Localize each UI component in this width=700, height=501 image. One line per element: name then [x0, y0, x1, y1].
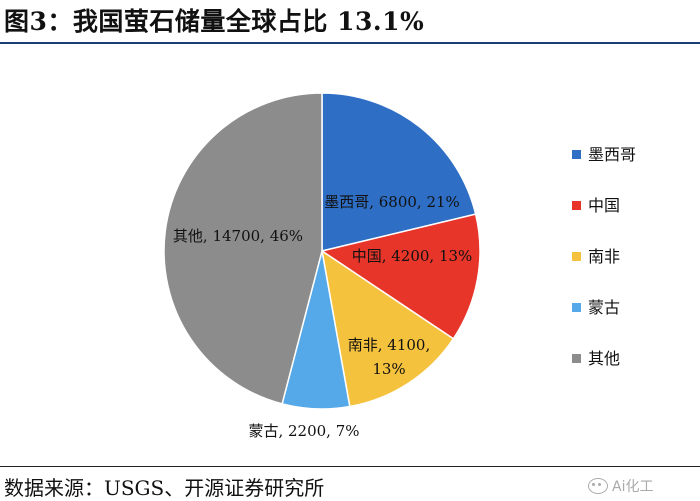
data-label-1: 中国, 4200, 13%: [352, 247, 473, 265]
data-label-2: 南非, 4100, 13%: [348, 336, 430, 378]
watermark-text: Ai化工: [612, 479, 654, 495]
data-label-3: 蒙古, 2200, 7%: [248, 422, 359, 440]
wechat-icon: [588, 478, 608, 494]
legend-swatch-3: [572, 303, 581, 312]
legend-label-0: 墨西哥: [588, 145, 636, 164]
legend-swatch-1: [572, 201, 581, 210]
pie-slices: [163, 92, 481, 410]
pie-slice-2: [320, 249, 455, 408]
legend-label-2: 南非: [588, 247, 620, 266]
pie-slice-4: [163, 92, 323, 405]
legend-label-1: 中国: [588, 196, 620, 215]
legend-swatch-4: [572, 354, 581, 363]
legend-swatch-2: [572, 252, 581, 261]
legend-swatch-0: [572, 150, 581, 159]
pie-chart: 墨西哥, 6800, 21% 中国, 4200, 13% 南非, 4100, 13% 蒙…: [163, 92, 636, 440]
pie-data-labels: 墨西哥, 6800, 21% 中国, 4200, 13% 南非, 4100, 13% 蒙…: [173, 193, 472, 440]
pie-slice-1: [320, 213, 481, 340]
watermark: Ai化工: [588, 476, 653, 496]
legend-label-3: 蒙古: [588, 298, 620, 317]
data-label-0: 墨西哥, 6800, 21%: [324, 193, 460, 211]
data-label-4: 其他, 14700, 46%: [173, 227, 303, 245]
source-note: 数据来源：USGS、开源证券研究所: [4, 476, 325, 500]
chart-title: 图3：我国萤石储量全球占比 13.1%: [4, 7, 425, 36]
pie-slice-0: [321, 92, 477, 252]
footer-divider: [0, 466, 700, 467]
legend-label-4: 其他: [588, 349, 620, 368]
title-divider: [0, 42, 700, 44]
